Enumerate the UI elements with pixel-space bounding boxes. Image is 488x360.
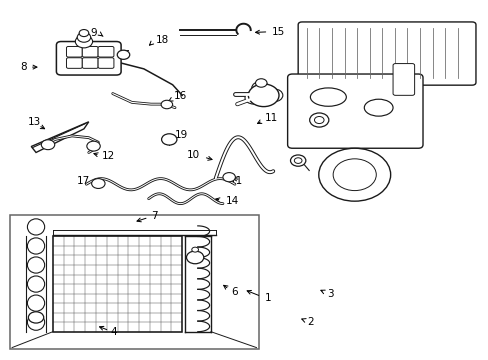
Text: 7: 7: [151, 211, 157, 221]
Circle shape: [161, 100, 172, 109]
Text: 8: 8: [20, 62, 27, 72]
FancyBboxPatch shape: [82, 46, 98, 57]
Text: 3: 3: [326, 289, 333, 298]
Circle shape: [248, 84, 279, 107]
Ellipse shape: [27, 314, 44, 330]
Circle shape: [79, 30, 88, 37]
Bar: [10, 215, 258, 349]
Circle shape: [161, 134, 177, 145]
FancyBboxPatch shape: [298, 22, 475, 85]
Text: 16: 16: [173, 91, 186, 101]
Text: 14: 14: [225, 196, 238, 206]
FancyBboxPatch shape: [56, 41, 121, 75]
Ellipse shape: [364, 99, 392, 116]
Text: 6: 6: [231, 287, 237, 297]
Text: 10: 10: [187, 150, 200, 159]
FancyBboxPatch shape: [82, 58, 98, 68]
FancyBboxPatch shape: [66, 58, 82, 68]
Text: 15: 15: [272, 27, 285, 37]
Text: 11: 11: [264, 113, 277, 123]
Text: 17: 17: [77, 176, 90, 186]
Bar: [53, 237, 182, 332]
Circle shape: [186, 251, 203, 264]
Text: 18: 18: [156, 35, 169, 45]
Text: 2: 2: [306, 317, 313, 327]
Circle shape: [309, 113, 328, 127]
Circle shape: [91, 179, 105, 189]
Circle shape: [117, 50, 129, 59]
Circle shape: [290, 155, 305, 166]
FancyBboxPatch shape: [392, 64, 414, 95]
Text: 4: 4: [110, 327, 117, 337]
FancyBboxPatch shape: [98, 58, 114, 68]
Ellipse shape: [27, 238, 44, 254]
Text: 19: 19: [175, 130, 188, 140]
Circle shape: [41, 140, 55, 150]
FancyBboxPatch shape: [287, 74, 422, 148]
Text: 12: 12: [102, 151, 115, 161]
Circle shape: [75, 35, 92, 48]
Circle shape: [314, 117, 324, 123]
Ellipse shape: [310, 88, 346, 106]
Circle shape: [294, 158, 302, 163]
Circle shape: [77, 32, 90, 42]
Circle shape: [87, 141, 100, 151]
Ellipse shape: [27, 219, 44, 235]
FancyBboxPatch shape: [98, 46, 114, 57]
Text: 9: 9: [90, 27, 97, 37]
Circle shape: [28, 312, 43, 323]
Text: 13: 13: [28, 117, 41, 127]
Circle shape: [244, 91, 262, 104]
Text: 11: 11: [230, 176, 243, 186]
Text: 1: 1: [264, 293, 271, 303]
Circle shape: [265, 89, 282, 102]
Circle shape: [332, 159, 376, 190]
Circle shape: [191, 247, 198, 252]
Ellipse shape: [27, 257, 44, 273]
Text: 5: 5: [31, 321, 38, 332]
Circle shape: [318, 148, 390, 201]
Circle shape: [223, 172, 235, 182]
Circle shape: [251, 82, 268, 94]
Ellipse shape: [27, 295, 44, 311]
Ellipse shape: [27, 276, 44, 292]
Circle shape: [255, 79, 266, 87]
FancyBboxPatch shape: [66, 46, 82, 57]
